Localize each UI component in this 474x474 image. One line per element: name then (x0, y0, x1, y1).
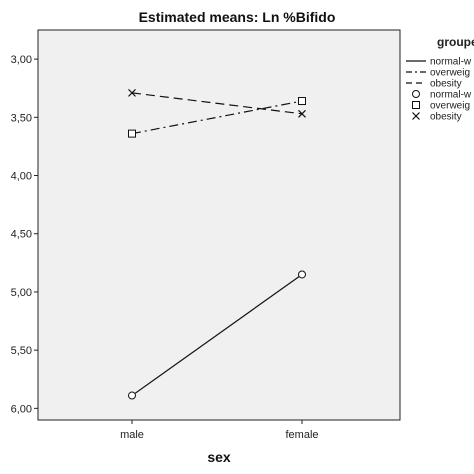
legend-marker-symbol (412, 90, 420, 98)
plot-area (37, 29, 401, 421)
x-tick-label: female (285, 429, 318, 441)
x-marker-stroke (298, 109, 306, 118)
legend-item: overweig (406, 68, 470, 79)
series-layer (128, 88, 306, 400)
legend-label: obesity (430, 79, 462, 90)
data-point-overweight (298, 97, 306, 106)
data-point-obesity (298, 109, 306, 118)
y-tick-label: 6,00 (11, 403, 32, 415)
legend-item: obesity (406, 79, 462, 90)
legend-item: obesity (412, 112, 462, 123)
y-tick-label: 3,50 (11, 112, 32, 124)
y-tick-label: 4,50 (11, 229, 32, 241)
legend-item: normal-w (412, 90, 472, 101)
legend-label: overweig (430, 68, 470, 79)
x-axis: male female (120, 420, 319, 441)
legend-marker-symbol (412, 112, 420, 120)
data-point-normal-weight (128, 391, 136, 400)
y-tick-label: 5,50 (11, 345, 32, 357)
x-axis-label: sex (207, 449, 231, 465)
legend-marker-symbol (412, 101, 420, 109)
y-tick-label: 3,00 (11, 54, 32, 66)
y-axis: 3,00 3,50 4,00 4,50 5,00 5,50 6,00 (11, 54, 38, 415)
legend-label: obesity (430, 112, 462, 123)
legend-label: overweig (430, 101, 470, 112)
series-line-obesity (131, 92, 303, 115)
legend-title: groupe (437, 35, 474, 49)
legend: groupe normal-woverweigobesitynormal-wov… (406, 35, 474, 123)
y-tick-label: 4,00 (11, 171, 32, 183)
data-point-obesity (128, 88, 136, 97)
x-marker-stroke (128, 88, 136, 97)
legend-item: normal-w (406, 57, 472, 68)
x-tick-label: male (120, 429, 144, 441)
legend-label: normal-w (430, 57, 472, 68)
x-marker-stroke (412, 112, 420, 120)
y-tick-label: 5,00 (11, 287, 32, 299)
series-line-normal-weight (131, 273, 303, 397)
legend-label: normal-w (430, 90, 472, 101)
data-point-overweight (128, 129, 136, 138)
legend-item: overweig (412, 101, 470, 112)
data-point-normal-weight (298, 270, 306, 279)
chart-title: Estimated means: Ln %Bifido (139, 9, 336, 25)
